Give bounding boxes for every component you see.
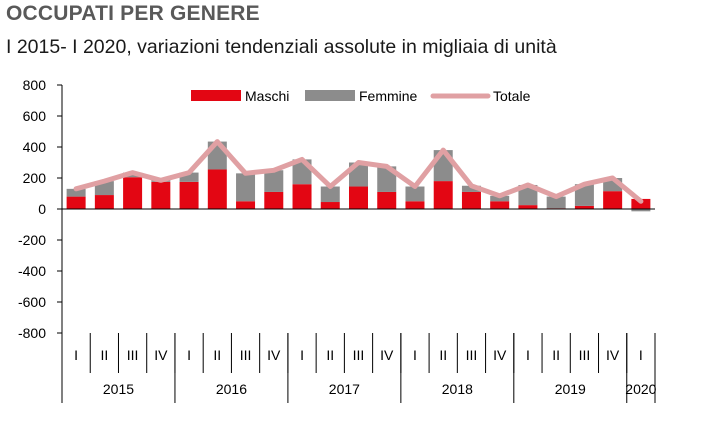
y-tick-label: 0 [38, 201, 46, 217]
bar-femmine [179, 172, 199, 182]
x-tick-label: IV [154, 347, 168, 363]
x-tick-label: II [213, 347, 221, 363]
bar-maschi [518, 205, 538, 209]
x-tick-label: I [639, 347, 643, 363]
x-tick-label: IV [493, 347, 507, 363]
legend-label: Maschi [245, 88, 289, 104]
x-tick-label: III [466, 347, 478, 363]
bar-femmine [574, 184, 594, 206]
legend-label: Totale [493, 88, 531, 104]
x-tick-label: IV [606, 347, 620, 363]
legend-swatch [305, 90, 355, 101]
bar-maschi [631, 198, 651, 209]
chart-subtitle: I 2015- I 2020, variazioni tendenziali a… [6, 36, 557, 58]
year-label: 2016 [216, 381, 247, 397]
bar-femmine [490, 195, 510, 202]
legend: Maschi Femmine Totale [191, 88, 531, 104]
year-label: 2017 [329, 381, 360, 397]
bar-maschi [461, 191, 481, 209]
x-tick-label: I [187, 347, 191, 363]
y-tick-label: 600 [23, 108, 47, 124]
x-tick-label: III [579, 347, 591, 363]
bar-maschi [66, 196, 86, 209]
bar-maschi [123, 177, 143, 209]
bar-maschi [292, 184, 312, 209]
total-line-layer [73, 139, 644, 204]
bar-maschi [151, 181, 171, 209]
bar-maschi [574, 205, 594, 209]
year-label: 2019 [555, 381, 586, 397]
year-label: 2015 [103, 381, 134, 397]
x-tick-label: III [353, 347, 365, 363]
bar-maschi [264, 191, 284, 209]
bar-maschi [490, 201, 510, 209]
x-axis: I II III IV I II III IV I II III IV I II III IV I II III IV… [61, 333, 657, 403]
bar-maschi [179, 181, 199, 209]
x-tick-label: II [552, 347, 560, 363]
bar-maschi [94, 195, 114, 209]
y-axis: 800 600 400 200 0 -200 -400 -600 -800 [18, 77, 63, 341]
x-tick-label: IV [380, 347, 394, 363]
x-tick-label: II [100, 347, 108, 363]
bar-maschi [320, 202, 340, 209]
x-tick-label: I [526, 347, 530, 363]
legend-swatch [191, 90, 241, 101]
x-tick-label: II [439, 347, 447, 363]
legend-label: Femmine [359, 88, 418, 104]
x-tick-label: III [127, 347, 139, 363]
bar-femmine [546, 196, 566, 209]
bar-maschi [377, 191, 397, 209]
bar-femmine [236, 173, 256, 202]
bar-femmine [66, 188, 86, 197]
x-tick-label: IV [267, 347, 281, 363]
bar-maschi [405, 201, 425, 209]
bar-maschi [433, 181, 453, 209]
bar-maschi [236, 201, 256, 209]
bar-femmine [320, 186, 340, 203]
bar-maschi [207, 169, 227, 209]
y-tick-label: -800 [18, 325, 46, 341]
x-tick-label: I [300, 347, 304, 363]
bar-femmine [264, 170, 284, 192]
bar-femmine [518, 184, 538, 206]
bar-maschi [349, 186, 368, 209]
x-tick-label: II [326, 347, 334, 363]
bar-maschi [603, 191, 623, 209]
year-label: 2020 [625, 381, 656, 397]
bar-femmine [405, 186, 425, 202]
x-tick-label: III [240, 347, 252, 363]
line-totale [73, 139, 644, 204]
y-tick-label: 400 [23, 139, 47, 155]
y-tick-label: 800 [23, 77, 47, 93]
chart-title: OCCUPATI PER GENERE [6, 2, 260, 25]
y-tick-label: -200 [18, 232, 46, 248]
bar-femmine [461, 185, 481, 192]
y-tick-label: 200 [23, 170, 47, 186]
bar-femmine [631, 209, 651, 212]
y-tick-label: -400 [18, 263, 46, 279]
year-label: 2018 [442, 381, 473, 397]
x-tick-label: I [74, 347, 78, 363]
y-tick-label: -600 [18, 294, 46, 310]
x-tick-label: I [413, 347, 417, 363]
